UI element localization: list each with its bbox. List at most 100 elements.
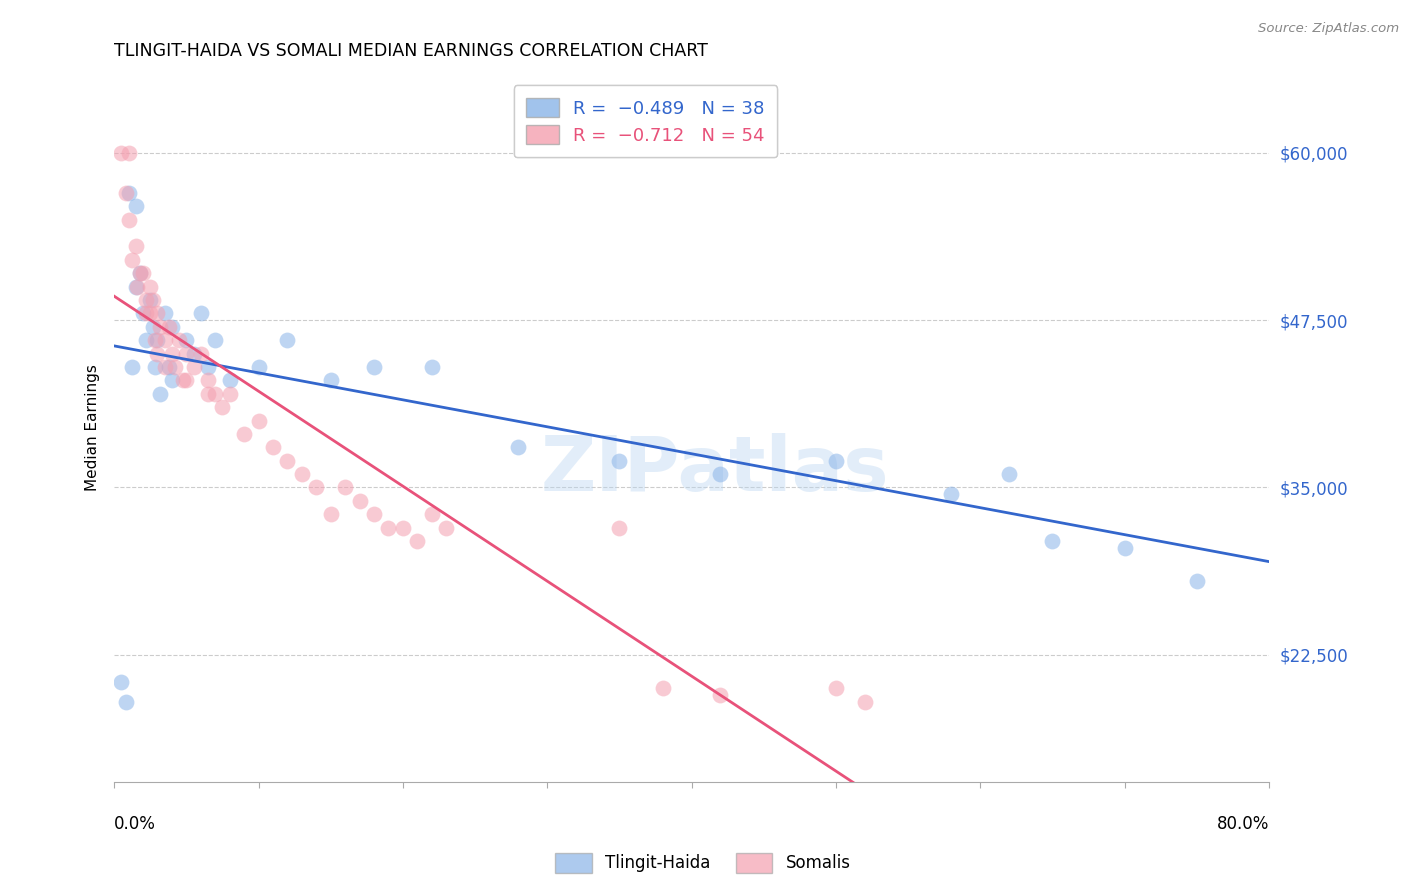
Point bbox=[146, 306, 169, 320]
Point bbox=[406, 534, 429, 549]
Point bbox=[117, 186, 139, 200]
Point bbox=[146, 346, 169, 360]
Point bbox=[160, 346, 183, 360]
Point bbox=[125, 279, 148, 293]
Point bbox=[110, 145, 132, 160]
Point bbox=[157, 319, 180, 334]
Point bbox=[276, 453, 298, 467]
Point bbox=[125, 199, 148, 213]
Point bbox=[167, 333, 190, 347]
Point bbox=[129, 266, 152, 280]
Point bbox=[176, 373, 198, 387]
Point bbox=[1185, 574, 1208, 589]
Point bbox=[247, 413, 270, 427]
Point bbox=[125, 239, 148, 253]
Point bbox=[392, 521, 415, 535]
Point bbox=[163, 359, 186, 374]
Point bbox=[247, 359, 270, 374]
Point bbox=[117, 145, 139, 160]
Text: ZIPatlas: ZIPatlas bbox=[540, 433, 889, 507]
Point bbox=[204, 333, 226, 347]
Point bbox=[709, 467, 731, 481]
Legend: R =  −0.489   N = 38, R =  −0.712   N = 54: R = −0.489 N = 38, R = −0.712 N = 54 bbox=[513, 85, 778, 157]
Point bbox=[153, 359, 176, 374]
Point bbox=[176, 346, 198, 360]
Point bbox=[110, 674, 132, 689]
Point bbox=[420, 507, 443, 521]
Point bbox=[1114, 541, 1136, 555]
Legend: Tlingit-Haida, Somalis: Tlingit-Haida, Somalis bbox=[548, 847, 858, 880]
Point bbox=[333, 480, 356, 494]
Point bbox=[197, 386, 219, 401]
Point bbox=[609, 521, 631, 535]
Point bbox=[121, 252, 143, 267]
Text: Source: ZipAtlas.com: Source: ZipAtlas.com bbox=[1258, 22, 1399, 36]
Point bbox=[160, 319, 183, 334]
Y-axis label: Median Earnings: Median Earnings bbox=[86, 364, 100, 491]
Text: 0.0%: 0.0% bbox=[114, 815, 156, 833]
Point bbox=[153, 306, 176, 320]
Point bbox=[319, 507, 342, 521]
Point bbox=[135, 306, 157, 320]
Point bbox=[143, 359, 166, 374]
Point bbox=[142, 293, 165, 307]
Point bbox=[114, 186, 136, 200]
Point bbox=[157, 359, 180, 374]
Point bbox=[218, 373, 240, 387]
Point bbox=[153, 333, 176, 347]
Point bbox=[139, 306, 162, 320]
Point bbox=[1042, 534, 1064, 549]
Point bbox=[146, 333, 169, 347]
Point bbox=[139, 293, 162, 307]
Point bbox=[276, 333, 298, 347]
Point bbox=[149, 386, 172, 401]
Text: 80.0%: 80.0% bbox=[1216, 815, 1270, 833]
Point bbox=[609, 453, 631, 467]
Point bbox=[132, 266, 155, 280]
Point bbox=[349, 493, 371, 508]
Point bbox=[709, 688, 731, 702]
Point bbox=[190, 346, 212, 360]
Text: TLINGIT-HAIDA VS SOMALI MEDIAN EARNINGS CORRELATION CHART: TLINGIT-HAIDA VS SOMALI MEDIAN EARNINGS … bbox=[114, 42, 709, 60]
Point bbox=[825, 681, 848, 696]
Point bbox=[853, 695, 876, 709]
Point bbox=[508, 440, 530, 454]
Point bbox=[160, 373, 183, 387]
Point bbox=[211, 400, 233, 414]
Point bbox=[190, 306, 212, 320]
Point bbox=[204, 386, 226, 401]
Point bbox=[149, 319, 172, 334]
Point bbox=[363, 359, 385, 374]
Point bbox=[319, 373, 342, 387]
Point bbox=[117, 212, 139, 227]
Point bbox=[129, 266, 152, 280]
Point bbox=[218, 386, 240, 401]
Point bbox=[825, 453, 848, 467]
Point bbox=[121, 359, 143, 374]
Point bbox=[420, 359, 443, 374]
Point bbox=[197, 359, 219, 374]
Point bbox=[135, 333, 157, 347]
Point bbox=[197, 373, 219, 387]
Point bbox=[434, 521, 457, 535]
Point bbox=[262, 440, 284, 454]
Point bbox=[127, 279, 149, 293]
Point bbox=[183, 346, 205, 360]
Point bbox=[233, 426, 256, 441]
Point bbox=[183, 359, 205, 374]
Point bbox=[941, 487, 963, 501]
Point bbox=[651, 681, 673, 696]
Point bbox=[172, 373, 194, 387]
Point bbox=[132, 306, 155, 320]
Point bbox=[291, 467, 314, 481]
Point bbox=[142, 319, 165, 334]
Point bbox=[135, 293, 157, 307]
Point bbox=[998, 467, 1021, 481]
Point bbox=[114, 695, 136, 709]
Point bbox=[176, 333, 198, 347]
Point bbox=[139, 279, 162, 293]
Point bbox=[363, 507, 385, 521]
Point bbox=[377, 521, 399, 535]
Point bbox=[305, 480, 328, 494]
Point bbox=[143, 333, 166, 347]
